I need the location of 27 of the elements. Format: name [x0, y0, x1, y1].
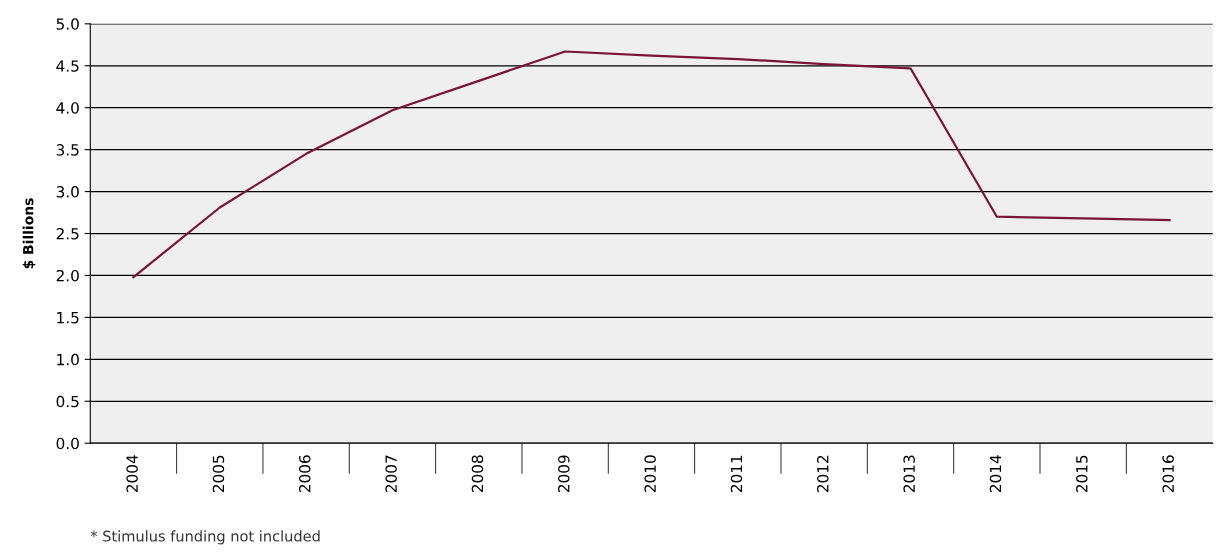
- text: * Stimulus funding not included: [90, 530, 320, 545]
- x-tick-label: 2004: [126, 455, 138, 493]
- x-tick-label: 2014: [989, 455, 1002, 493]
- y-tick-label: 2.0: [56, 269, 79, 282]
- x-tick-label: 2006: [299, 455, 311, 493]
- y-tick-label: 4.5: [56, 60, 79, 72]
- x-tick-label: 2008: [471, 455, 484, 493]
- y-tick-label: 4.0: [56, 102, 79, 114]
- y-tick-label: 1.0: [57, 353, 79, 366]
- x-tick-label: 2015: [1076, 455, 1088, 493]
- y-tick-label: 0.5: [56, 395, 79, 408]
- x-tick-label: 2016: [1162, 455, 1174, 493]
- y-tick-label: 5.0: [56, 18, 79, 30]
- y-tick-label: 3.5: [56, 144, 79, 156]
- x-tick-label: 2011: [730, 455, 743, 493]
- y-axis-title: $ Billions: [22, 198, 36, 269]
- y-tick-label: 1.5: [57, 312, 79, 324]
- y-tick-label: 3.0: [56, 186, 79, 198]
- y-tick-label: 0.0: [56, 437, 79, 450]
- x-tick-label: 2010: [644, 455, 656, 493]
- x-tick-label: 2005: [212, 455, 225, 493]
- x-tick-label: 2013: [903, 455, 915, 493]
- y-tick-label: 2.5: [56, 227, 79, 240]
- line-series: [132, 50, 1171, 279]
- x-tick-label: 2009: [558, 455, 570, 493]
- x-tick-label: 2007: [385, 455, 397, 493]
- x-tick-label: 2012: [817, 455, 829, 493]
